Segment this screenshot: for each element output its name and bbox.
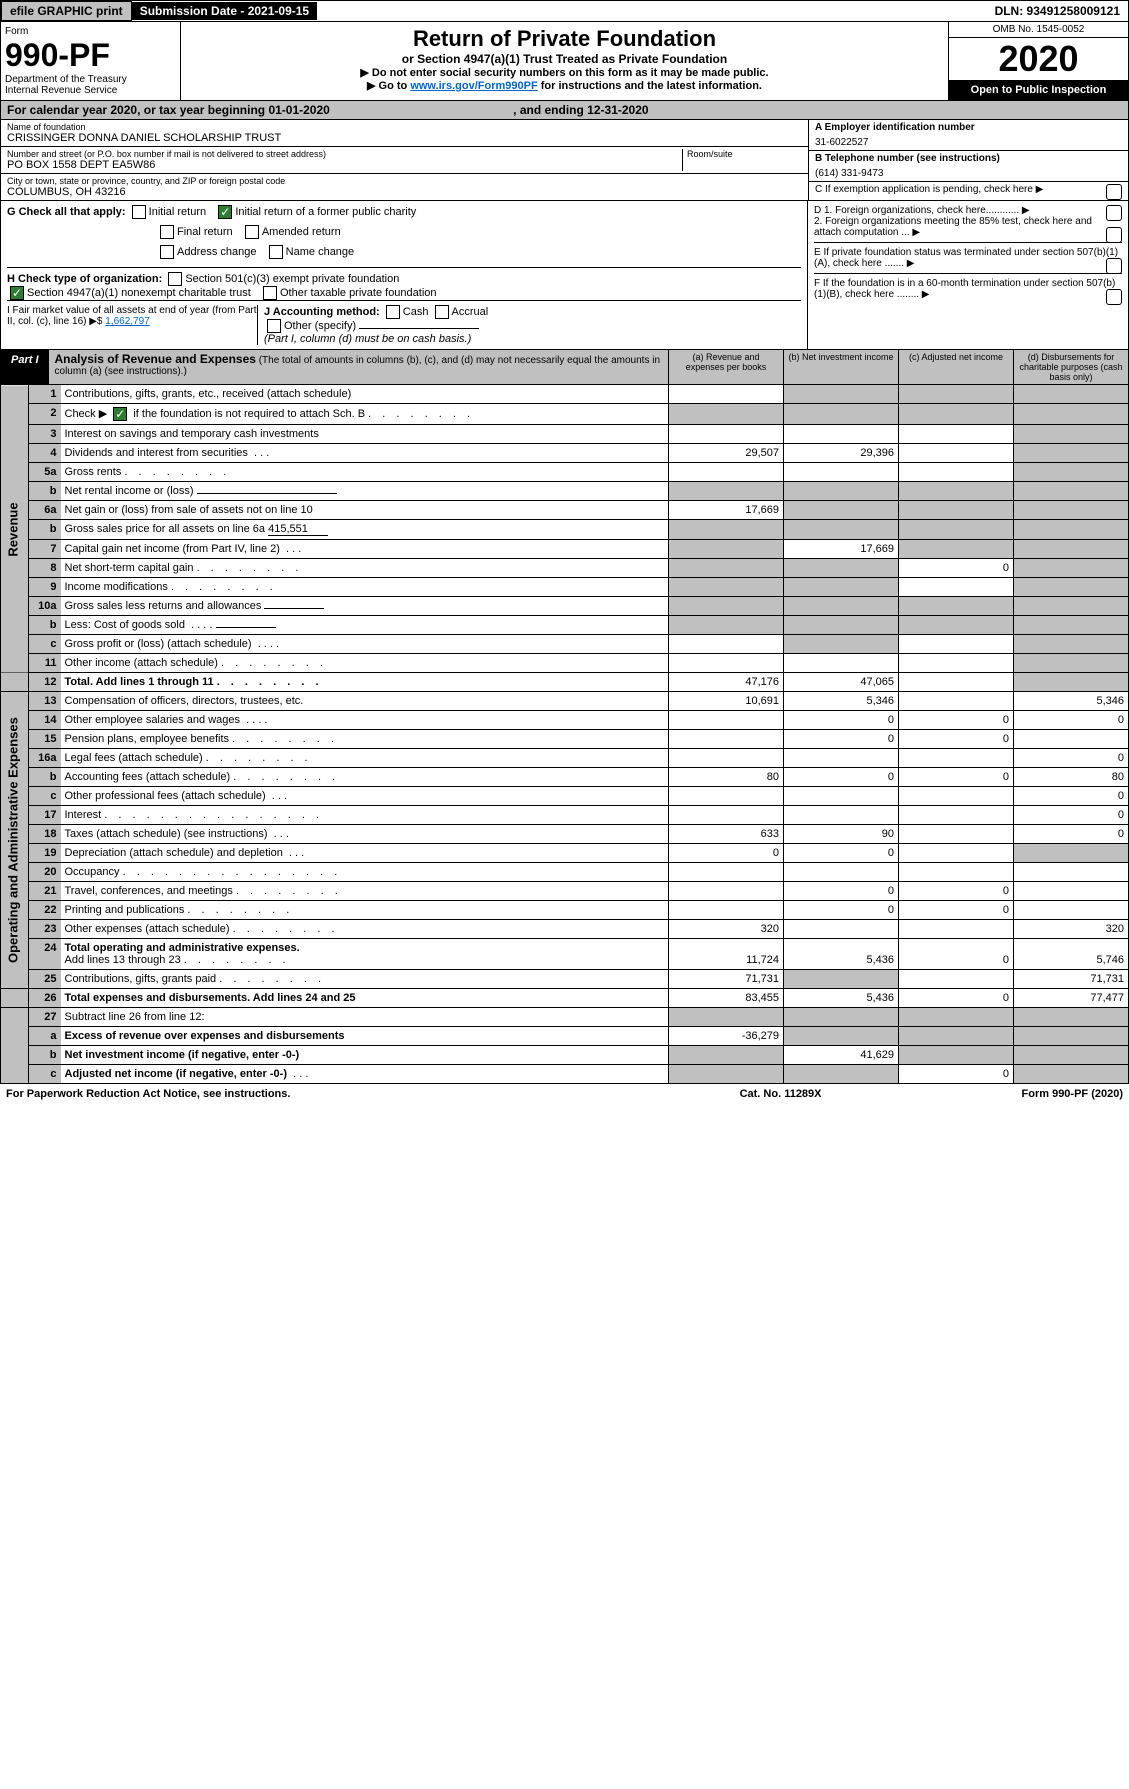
d1-checkbox[interactable] — [1106, 205, 1122, 221]
omb-number: OMB No. 1545-0052 — [949, 22, 1128, 38]
d1-label: D 1. Foreign organizations, check here..… — [814, 205, 1019, 216]
calendar-year-row: For calendar year 2020, or tax year begi… — [0, 101, 1129, 120]
e-label: E If private foundation status was termi… — [814, 247, 1118, 269]
topbar: efile GRAPHIC print Submission Date - 20… — [0, 0, 1129, 22]
name-change-checkbox[interactable] — [269, 245, 283, 259]
d2-checkbox[interactable] — [1106, 227, 1122, 243]
j-note: (Part I, column (d) must be on cash basi… — [264, 333, 471, 345]
f-label: F If the foundation is in a 60-month ter… — [814, 278, 1115, 300]
form-label: Form — [5, 26, 176, 37]
submission-date: Submission Date - 2021-09-15 — [132, 2, 317, 20]
schb-checkbox[interactable]: ✓ — [113, 407, 127, 421]
dln: DLN: 93491258009121 — [987, 2, 1128, 20]
fmv-value: 1,662,797 — [105, 316, 150, 327]
addr-label: Number and street (or P.O. box number if… — [7, 149, 682, 159]
f-checkbox[interactable] — [1106, 289, 1122, 305]
city-state-zip: COLUMBUS, OH 43216 — [7, 186, 802, 198]
form-number: 990-PF — [5, 37, 176, 74]
c-checkbox[interactable] — [1106, 184, 1122, 200]
c-label: C If exemption application is pending, c… — [815, 184, 1033, 195]
final-return-checkbox[interactable] — [160, 225, 174, 239]
j-label: J Accounting method: — [264, 306, 380, 318]
info-block: Name of foundation CRISSINGER DONNA DANI… — [0, 120, 1129, 201]
dept-treasury: Department of the Treasury — [5, 74, 176, 85]
city-label: City or town, state or province, country… — [7, 176, 802, 186]
tax-year: 2020 — [949, 38, 1128, 80]
col-a-header: (a) Revenue and expenses per books — [668, 350, 783, 384]
instr-ssn: ▶ Do not enter social security numbers o… — [189, 66, 940, 79]
tel-label: B Telephone number (see instructions) — [815, 153, 1122, 164]
ein: 31-6022527 — [815, 137, 1122, 148]
col-b-header: (b) Net investment income — [783, 350, 898, 384]
telephone: (614) 331-9473 — [815, 168, 1122, 179]
paperwork-notice: For Paperwork Reduction Act Notice, see … — [6, 1088, 290, 1100]
dept-irs: Internal Revenue Service — [5, 85, 176, 96]
cat-number: Cat. No. 11289X — [740, 1088, 822, 1100]
form-subtitle: or Section 4947(a)(1) Trust Treated as P… — [189, 52, 940, 66]
part1-table: Revenue 1Contributions, gifts, grants, e… — [0, 385, 1129, 1084]
initial-former-checkbox[interactable]: ✓ — [218, 205, 232, 219]
g-label: G Check all that apply: — [7, 206, 126, 218]
page-footer: For Paperwork Reduction Act Notice, see … — [0, 1084, 1129, 1104]
amended-checkbox[interactable] — [245, 225, 259, 239]
cash-checkbox[interactable] — [386, 305, 400, 319]
foundation-name: CRISSINGER DONNA DANIEL SCHOLARSHIP TRUS… — [7, 132, 802, 144]
instr-link: ▶ Go to www.irs.gov/Form990PF for instru… — [189, 79, 940, 92]
addr-change-checkbox[interactable] — [160, 245, 174, 259]
expenses-side-label: Operating and Administrative Expenses — [1, 692, 29, 989]
h-label: H Check type of organization: — [7, 273, 162, 285]
accrual-checkbox[interactable] — [435, 305, 449, 319]
col-d-header: (d) Disbursements for charitable purpose… — [1013, 350, 1128, 384]
part1-label: Part I — [1, 350, 49, 384]
form-ref: Form 990-PF (2020) — [1022, 1088, 1123, 1100]
efile-button[interactable]: efile GRAPHIC print — [1, 1, 132, 21]
form-title: Return of Private Foundation — [189, 26, 940, 52]
name-label: Name of foundation — [7, 122, 802, 132]
other-taxable-checkbox[interactable] — [263, 286, 277, 300]
col-c-header: (c) Adjusted net income — [898, 350, 1013, 384]
d2-label: 2. Foreign organizations meeting the 85%… — [814, 216, 1092, 238]
irs-link[interactable]: www.irs.gov/Form990PF — [410, 80, 537, 92]
room-label: Room/suite — [687, 149, 802, 159]
part1-header: Part I Analysis of Revenue and Expenses … — [0, 350, 1129, 385]
initial-return-checkbox[interactable] — [132, 205, 146, 219]
checks-block: G Check all that apply: Initial return ✓… — [0, 201, 1129, 350]
revenue-side-label: Revenue — [1, 385, 29, 673]
part1-title: Analysis of Revenue and Expenses — [55, 352, 256, 366]
e-checkbox[interactable] — [1106, 258, 1122, 274]
4947-checkbox[interactable]: ✓ — [10, 286, 24, 300]
open-inspection: Open to Public Inspection — [949, 80, 1128, 100]
other-method-checkbox[interactable] — [267, 319, 281, 333]
501c3-checkbox[interactable] — [168, 272, 182, 286]
street-address: PO BOX 1558 DEPT EA5W86 — [7, 159, 682, 171]
ein-label: A Employer identification number — [815, 122, 1122, 133]
form-header: Form 990-PF Department of the Treasury I… — [0, 22, 1129, 101]
